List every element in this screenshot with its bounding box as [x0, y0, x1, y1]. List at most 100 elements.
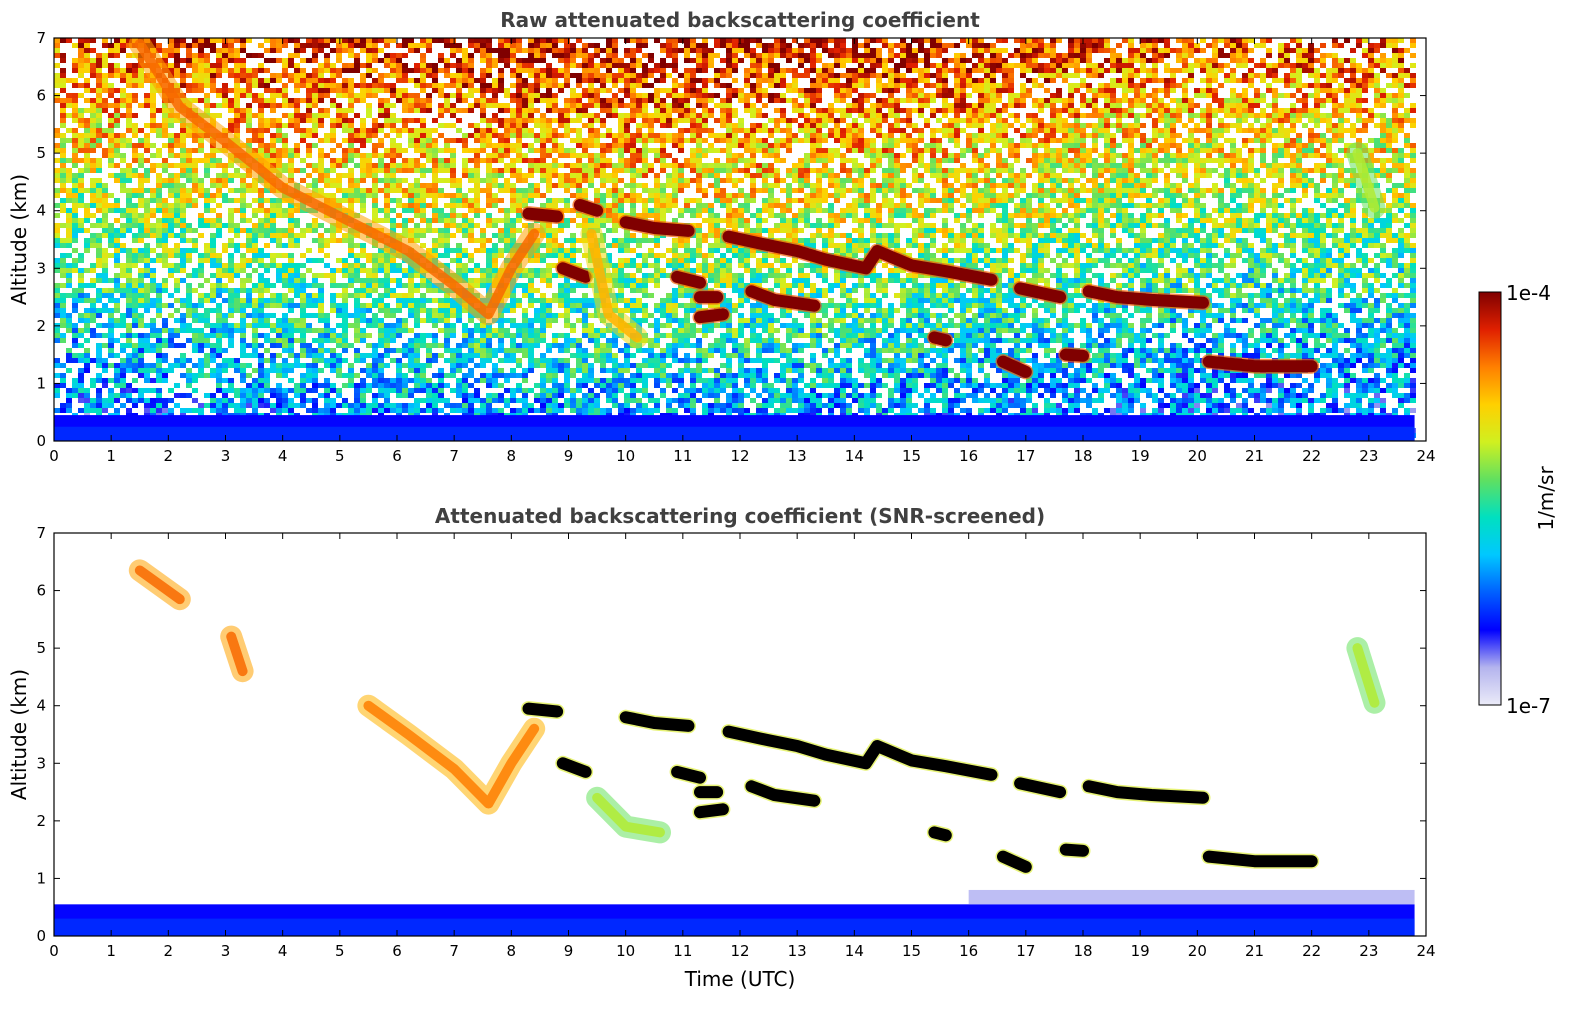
- colorbar-max-label: 1e-4: [1506, 281, 1551, 305]
- feature-near-surface-layer: [54, 889, 1415, 936]
- x-tick-label: 13: [788, 942, 807, 960]
- x-tick-label: 12: [730, 447, 749, 465]
- x-tick-label: 17: [1016, 447, 1035, 465]
- x-tick-label: 16: [959, 447, 978, 465]
- feature-cloud-layer: [721, 724, 999, 783]
- x-tick-label: 11: [673, 447, 692, 465]
- y-tick-label: 2: [36, 317, 46, 335]
- top-panel: Raw attenuated backscattering coefficien…: [7, 8, 1436, 465]
- y-tick-label: 3: [36, 259, 46, 277]
- feature-cloud-layer: [555, 755, 594, 780]
- feature-cloud-layer: [618, 709, 696, 734]
- x-tick-label: 15: [902, 447, 921, 465]
- x-tick-label: 2: [164, 447, 174, 465]
- feature-cloud-layer: [555, 260, 594, 285]
- feature-cloud-layer: [1012, 775, 1068, 800]
- x-tick-label: 0: [49, 942, 59, 960]
- x-tick-label: 11: [673, 942, 692, 960]
- x-tick-label: 12: [730, 942, 749, 960]
- bottom-panel-y-axis: 0 1 2 3 4 5 6 7: [36, 524, 1426, 945]
- feature-cloud-layer: [1201, 849, 1320, 869]
- colorbar: 1e-4 1e-7 1/m/sr: [1478, 281, 1558, 718]
- top-panel-y-axis: 0 1 2 3 4 5 6 7: [36, 29, 1426, 450]
- raw-noise-field: [54, 38, 1416, 441]
- x-tick-label: 13: [788, 447, 807, 465]
- x-tick-label: 9: [564, 447, 574, 465]
- x-tick-label: 8: [507, 942, 517, 960]
- y-tick-label: 4: [36, 202, 46, 220]
- x-tick-label: 20: [1188, 942, 1207, 960]
- x-tick-label: 10: [616, 942, 635, 960]
- feature-virga: [580, 222, 649, 349]
- x-tick-label: 14: [845, 447, 864, 465]
- x-tick-label: 15: [902, 942, 921, 960]
- x-tick-label: 22: [1302, 447, 1321, 465]
- feature-cloud-layer: [669, 269, 708, 291]
- x-tick-label: 3: [221, 447, 231, 465]
- x-tick-label: 9: [564, 942, 574, 960]
- y-tick-label: 3: [36, 754, 46, 772]
- x-tick-label: 6: [392, 942, 402, 960]
- x-tick-label: 24: [1416, 942, 1435, 960]
- x-tick-label: 3: [221, 942, 231, 960]
- feature-cloud-layer: [669, 764, 708, 786]
- x-tick-label: 23: [1359, 942, 1378, 960]
- feature-cloud-layer: [743, 283, 822, 314]
- x-tick-label: 22: [1302, 942, 1321, 960]
- bottom-panel-x-axis: 0 1 2 3 4 5 6 7 8 9 10 11 12 13 14 15 16 17 18 19 20 21 22 23 24: [49, 533, 1436, 960]
- top-panel-y-label: Altitude (km): [7, 174, 31, 305]
- x-tick-label: 10: [616, 447, 635, 465]
- feature-cloud-layer: [572, 197, 605, 219]
- x-tick-label: 17: [1016, 942, 1035, 960]
- x-tick-label: 18: [1073, 942, 1092, 960]
- y-tick-label: 6: [36, 582, 46, 600]
- x-tick-label: 7: [449, 942, 459, 960]
- y-tick-label: 5: [36, 639, 46, 657]
- x-tick-label: 1: [106, 447, 116, 465]
- x-tick-label: 18: [1073, 447, 1092, 465]
- y-tick-label: 0: [36, 927, 46, 945]
- feature-virga: [128, 38, 546, 326]
- x-tick-label: 19: [1131, 942, 1150, 960]
- x-tick-label: 5: [335, 942, 345, 960]
- x-tick-label: 4: [278, 942, 288, 960]
- x-tick-label: 6: [392, 447, 402, 465]
- top-panel-title: Raw attenuated backscattering coefficien…: [500, 8, 980, 32]
- y-tick-label: 4: [36, 697, 46, 715]
- feature-virga: [586, 786, 671, 844]
- feature-cloud-layer: [995, 849, 1034, 875]
- feature-cloud-layer: [995, 354, 1034, 380]
- colorbar-gradient: [1478, 291, 1502, 706]
- x-tick-label: 21: [1245, 447, 1264, 465]
- colorbar-unit-label: 1/m/sr: [1534, 466, 1558, 531]
- y-tick-label: 2: [36, 812, 46, 830]
- feature-cloud-layer: [926, 824, 954, 843]
- x-tick-label: 8: [507, 447, 517, 465]
- y-tick-label: 0: [36, 432, 46, 450]
- feature-cloud-layer: [1058, 842, 1091, 859]
- x-tick-label: 4: [278, 447, 288, 465]
- x-tick-label: 5: [335, 447, 345, 465]
- feature-cloud-layer: [743, 778, 822, 809]
- x-tick-label: 19: [1131, 447, 1150, 465]
- feature-virga: [128, 559, 191, 611]
- bottom-panel-title: Attenuated backscattering coefficient (S…: [435, 504, 1045, 528]
- x-tick-label: 21: [1245, 942, 1264, 960]
- x-tick-label: 23: [1359, 447, 1378, 465]
- feature-virga: [1346, 637, 1386, 714]
- y-tick-label: 5: [36, 144, 46, 162]
- bottom-panel-plot-area: [54, 533, 1426, 936]
- feature-cloud-layer: [521, 206, 565, 224]
- x-tick-label: 0: [49, 447, 59, 465]
- y-tick-label: 1: [36, 374, 46, 392]
- x-tick-label: 1: [106, 942, 116, 960]
- feature-cloud-layer: [692, 306, 731, 325]
- feature-cloud-layer: [926, 329, 954, 348]
- top-panel-x-axis: 0 1 2 3 4 5 6 7 8 9 10 11 12 13 14 15 16 17 18 19 20 21 22 23 24: [49, 38, 1436, 465]
- x-tick-label: 2: [164, 942, 174, 960]
- feature-cloud-layer: [721, 229, 999, 288]
- y-tick-label: 6: [36, 87, 46, 105]
- y-tick-label: 1: [36, 869, 46, 887]
- bottom-panel-x-label: Time (UTC): [684, 967, 796, 991]
